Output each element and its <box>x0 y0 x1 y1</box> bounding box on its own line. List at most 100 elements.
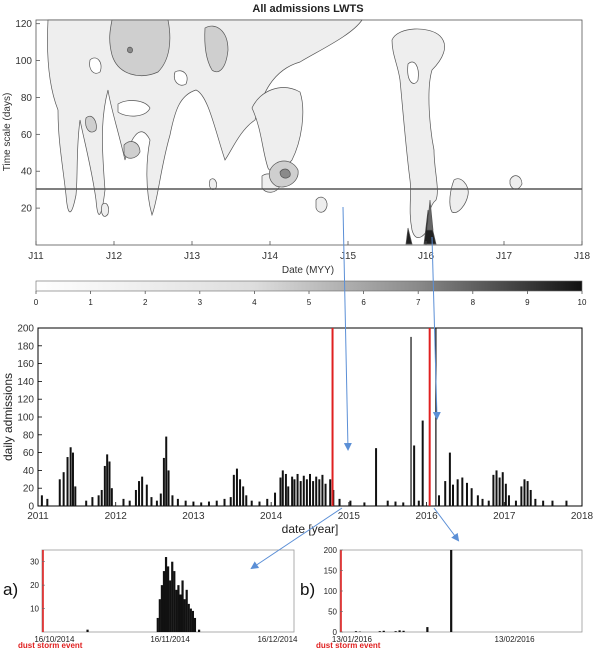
panel-a-bar <box>189 608 192 632</box>
admissions-bar <box>375 448 378 506</box>
colorbar-tick-label: 2 <box>143 298 148 307</box>
panel-a-y-tick-label: 10 <box>30 605 39 614</box>
admissions-x-tick-label: 2015 <box>338 511 361 522</box>
admissions-x-tick-label: 2014 <box>260 511 283 522</box>
panel-a-bar <box>185 589 188 632</box>
admissions-bar <box>258 501 261 506</box>
arrow-to-panel-b <box>433 507 460 542</box>
admissions-bar <box>504 483 507 506</box>
admissions-bar <box>413 445 416 506</box>
panel-a-bar <box>164 557 168 632</box>
admissions-y-tick-label: 160 <box>17 359 34 370</box>
admissions-bar <box>103 465 106 506</box>
wavelet-title: All admissions LWTS <box>252 3 363 15</box>
admissions-y-tick-label: 180 <box>17 341 34 352</box>
admissions-bar <box>529 489 532 506</box>
admissions-bar <box>138 481 141 506</box>
colorbar-tick-label: 0 <box>34 298 39 307</box>
admissions-bar <box>315 476 318 506</box>
admissions-bar <box>239 479 242 506</box>
admissions-bar <box>232 474 235 506</box>
panel-b: 0 50 100 150 200 13/01/2016 13/02/2016 b) dus… <box>300 546 583 650</box>
admissions-bar <box>71 452 74 506</box>
admissions-bar <box>551 500 554 506</box>
admissions-bar <box>318 479 321 506</box>
panel-a-bar <box>193 617 197 632</box>
admissions-y-tick-label: 120 <box>17 395 34 406</box>
panel-b-bar <box>354 631 358 632</box>
admissions-x-tick-label: 2013 <box>182 511 205 522</box>
arrow-wavelet-to-2016 <box>431 236 441 420</box>
admissions-bar <box>438 495 441 506</box>
admissions-bar <box>159 493 162 506</box>
admissions-bar <box>97 495 100 506</box>
wavelet-x-tick-label: J18 <box>574 251 591 262</box>
admissions-bar <box>184 500 187 506</box>
admissions-bar <box>150 497 153 506</box>
admissions-y-ticks: 0 20 40 60 80 100 120 140 160 180 200 <box>17 324 42 513</box>
wavelet-y-tick-label: 40 <box>21 167 33 178</box>
admissions-bar <box>386 500 389 506</box>
admissions-bar <box>451 484 454 506</box>
admissions-bar <box>481 498 484 506</box>
panel-b-bar <box>426 627 429 632</box>
panel-a-bar <box>179 594 182 632</box>
admissions-bar <box>444 481 447 506</box>
admissions-x-tick-label: 2011 <box>27 511 49 522</box>
admissions-bar <box>402 502 405 506</box>
admissions-bar <box>235 468 238 506</box>
admissions-bar <box>349 500 352 506</box>
admissions-bar <box>250 500 253 506</box>
admissions-y-label: daily admissions <box>1 373 15 461</box>
panel-a-bar <box>162 571 166 632</box>
admissions-bar <box>487 500 490 506</box>
admissions-y-tick-label: 100 <box>17 413 34 424</box>
admissions-y-tick-label: 200 <box>17 324 34 335</box>
admissions-bar <box>329 479 332 506</box>
wavelet-x-tick-label: J14 <box>262 251 279 262</box>
panel-a-bars <box>86 557 201 632</box>
panel-a: 10 20 30 16/10/2014 16/11/2014 16/12/2014 a)… <box>3 549 298 650</box>
wavelet-y-tick-label: 100 <box>15 56 32 67</box>
panel-b-x-tick-label: 13/02/2016 <box>495 635 536 644</box>
admissions-bar <box>242 486 245 506</box>
admissions-bar <box>534 498 537 506</box>
admissions-bar <box>470 488 473 506</box>
panel-b-y-tick-label: 150 <box>324 567 338 576</box>
colorbar-tick-label: 9 <box>525 298 530 307</box>
panel-a-bar <box>183 599 186 632</box>
panel-a-bar <box>191 610 194 632</box>
admissions-bar <box>324 483 327 506</box>
admissions-bar <box>526 481 529 506</box>
panel-a-bar <box>197 629 201 632</box>
panel-b-x-tick-label: 13/01/2016 <box>332 635 373 644</box>
panel-a-x-tick-label: 16/10/2014 <box>34 635 75 644</box>
panel-a-bar <box>173 571 176 632</box>
admissions-bar <box>62 472 65 506</box>
panel-b-bar <box>378 631 381 632</box>
admissions-bar <box>165 436 168 506</box>
admissions-bar <box>46 498 49 506</box>
admissions-bar <box>145 484 148 506</box>
panel-b-y-tick-label: 100 <box>324 587 338 596</box>
panel-a-bar <box>167 566 170 632</box>
colorbar-tick-label: 10 <box>578 298 587 307</box>
panel-b-label: b) <box>300 580 315 599</box>
admissions-bar <box>363 502 366 506</box>
admissions-y-tick-label: 20 <box>23 484 35 495</box>
admissions-bar <box>74 486 77 506</box>
admissions-bar <box>448 452 451 506</box>
admissions-bar <box>229 497 232 506</box>
admissions-bar <box>108 461 111 506</box>
panel-a-bar <box>169 580 172 632</box>
admissions-y-tick-label: 80 <box>23 430 35 441</box>
panel-a-bar <box>158 599 161 632</box>
admissions-bar <box>167 470 170 506</box>
admissions-bar <box>110 488 113 506</box>
admissions-bar <box>58 479 61 506</box>
panel-a-bar <box>187 603 190 632</box>
admissions-bar <box>542 500 545 506</box>
admissions-bar <box>417 500 420 506</box>
admissions-bar <box>141 476 144 506</box>
admissions-bar <box>40 495 43 506</box>
